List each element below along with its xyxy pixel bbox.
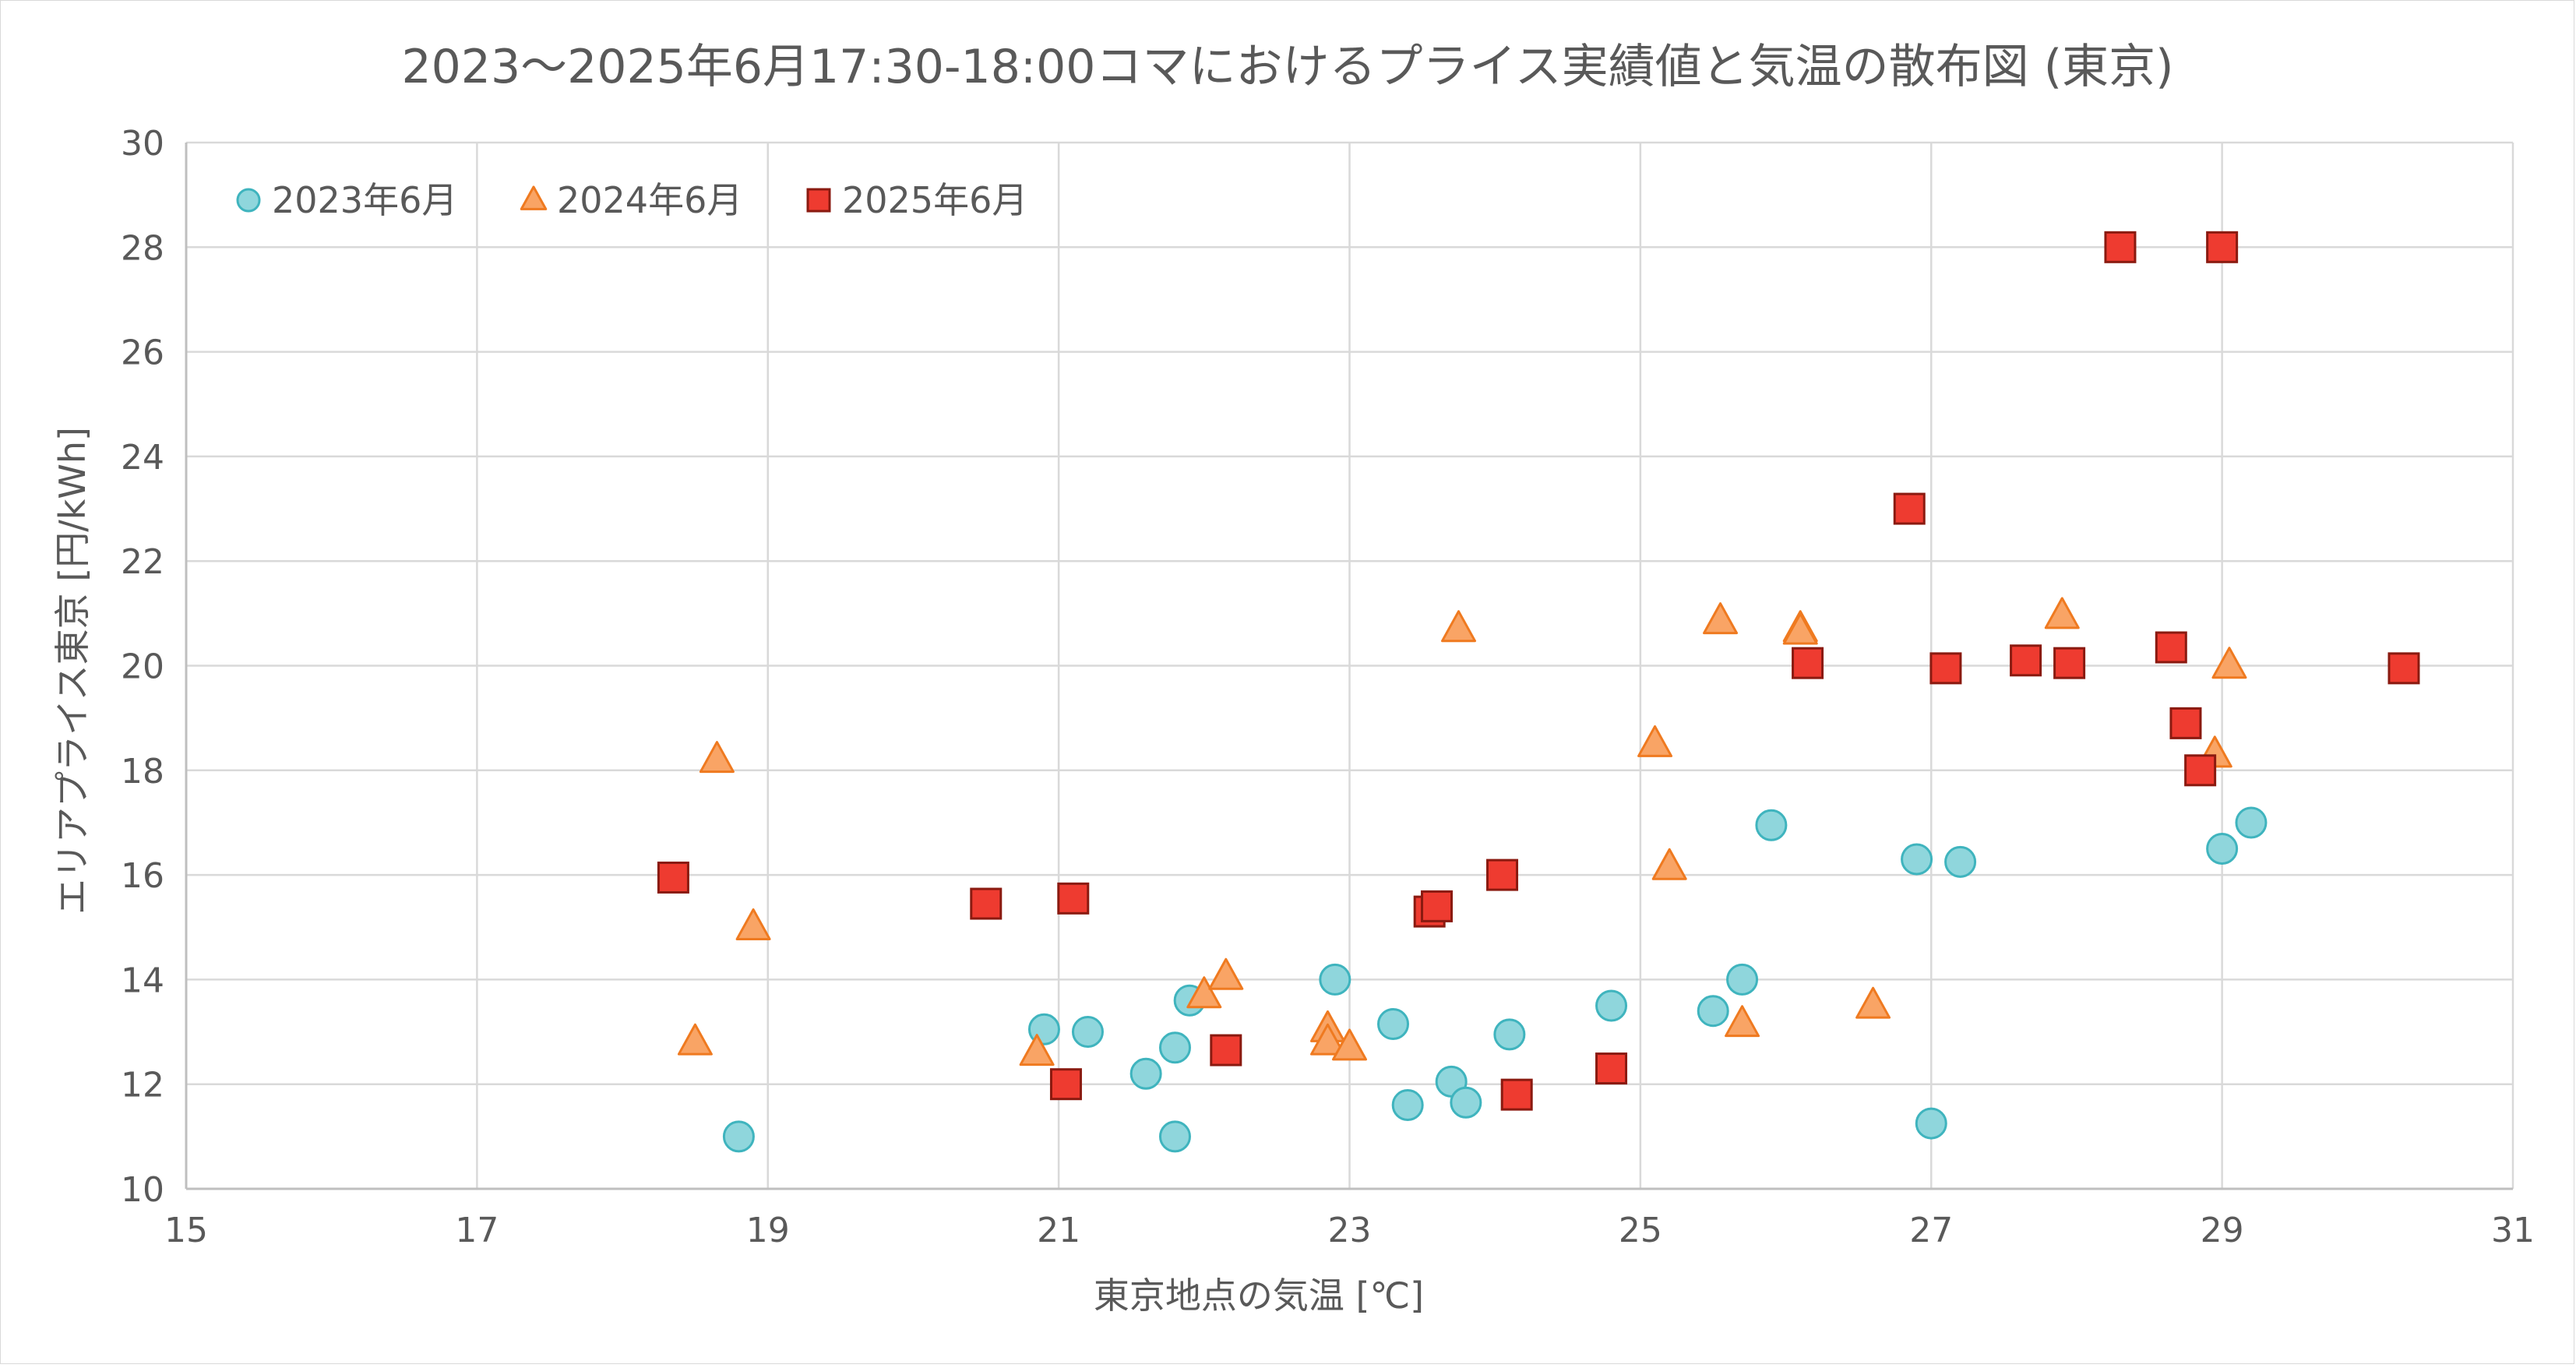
- y-tick-label: 12: [121, 1066, 164, 1105]
- data-point-triangle: [1019, 1034, 1055, 1067]
- chart-title: 2023～2025年6月17:30-18:00コマにおけるプライス実績値と気温の…: [401, 40, 2173, 94]
- data-point-square: [2155, 631, 2187, 664]
- data-point-circle: [1595, 989, 1628, 1022]
- gridlines: [186, 141, 2514, 1189]
- x-tick-label: 21: [1037, 1211, 1080, 1250]
- y-tick-label: 10: [121, 1170, 164, 1210]
- data-point-triangle: [1309, 1023, 1345, 1056]
- legend: 2023年6月 2024年6月 2025年6月: [236, 179, 1027, 221]
- data-point-square: [2169, 707, 2202, 739]
- data-point-square: [1210, 1034, 1242, 1067]
- data-point-circle: [1915, 1107, 1947, 1140]
- data-point-square: [2206, 231, 2239, 263]
- data-point-square: [970, 887, 1003, 920]
- data-point-triangle: [699, 741, 735, 774]
- data-point-triangle: [1332, 1028, 1367, 1061]
- data-point-square: [2053, 647, 2086, 679]
- data-point-circle: [1319, 963, 1351, 996]
- data-point-circle: [2235, 806, 2268, 839]
- data-point-circle: [1493, 1018, 1526, 1051]
- data-point-triangle: [2211, 647, 2247, 679]
- x-tick-label: 29: [2201, 1211, 2244, 1250]
- data-points: [657, 231, 2420, 1153]
- data-point-triangle: [1855, 986, 1891, 1019]
- legend-label: 2024年6月: [557, 179, 742, 221]
- data-point-triangle: [1782, 612, 1818, 645]
- data-point-circle: [1158, 1120, 1191, 1153]
- data-point-square: [1893, 492, 1926, 525]
- data-point-square: [1057, 882, 1090, 915]
- data-point-triangle: [1441, 610, 1477, 643]
- axes: [185, 143, 2513, 1190]
- x-axis-title: 東京地点の気温 [℃]: [1094, 1275, 1424, 1317]
- data-point-triangle: [735, 908, 771, 940]
- data-point-triangle: [2044, 597, 2080, 629]
- series-3: [657, 231, 2420, 1111]
- y-tick-label: 26: [121, 333, 164, 373]
- data-point-square: [1049, 1068, 1082, 1101]
- data-point-circle: [1377, 1007, 1410, 1040]
- data-point-triangle: [1186, 976, 1222, 1009]
- data-point-circle: [1450, 1086, 1482, 1119]
- data-point-square: [1421, 890, 1454, 922]
- x-tick-label: 15: [164, 1211, 208, 1250]
- y-tick-label: 20: [121, 647, 164, 687]
- x-tick-label: 25: [1619, 1211, 1662, 1250]
- x-tick-label: 23: [1328, 1211, 1372, 1250]
- data-point-triangle: [1725, 1005, 1760, 1038]
- data-point-square: [1792, 647, 1824, 679]
- legend-label: 2023年6月: [272, 179, 457, 221]
- x-tick-labels: 15 17 19 21 23 25 27 29 31: [164, 1211, 2535, 1250]
- data-point-circle: [2206, 833, 2239, 866]
- data-point-triangle: [1703, 602, 1739, 635]
- data-point-circle: [1697, 995, 1729, 1028]
- data-point-circle: [1944, 845, 1977, 878]
- data-point-square: [2387, 652, 2420, 685]
- data-point-triangle: [1637, 725, 1673, 757]
- y-tick-label: 30: [121, 124, 164, 164]
- data-point-square: [1929, 652, 1962, 685]
- legend-marker-circle: [236, 188, 261, 213]
- y-tick-label: 24: [121, 438, 164, 478]
- y-axis-title: エリアプライス東京 [円/kWh]: [51, 427, 93, 915]
- data-point-square: [1486, 859, 1519, 891]
- legend-item-3: 2025年6月: [806, 179, 1027, 221]
- x-tick-label: 19: [746, 1211, 790, 1250]
- legend-item-2: 2024年6月: [520, 179, 742, 221]
- y-tick-label: 16: [121, 856, 164, 896]
- y-tick-label: 14: [121, 961, 164, 1000]
- data-point-square: [2010, 644, 2042, 677]
- data-point-circle: [1755, 809, 1788, 841]
- data-point-circle: [1158, 1031, 1191, 1064]
- data-point-circle: [1129, 1057, 1162, 1090]
- legend-item-1: 2023年6月: [236, 179, 457, 221]
- data-point-circle: [722, 1120, 755, 1153]
- legend-label: 2025年6月: [842, 179, 1027, 221]
- x-tick-label: 17: [455, 1211, 499, 1250]
- x-tick-label: 31: [2491, 1211, 2535, 1250]
- y-tick-label: 22: [121, 542, 164, 582]
- y-tick-label: 28: [121, 228, 164, 268]
- legend-marker-triangle: [520, 185, 548, 210]
- data-point-square: [2184, 754, 2217, 787]
- data-point-circle: [1071, 1016, 1104, 1049]
- data-point-circle: [1726, 963, 1759, 996]
- y-tick-label: 18: [121, 752, 164, 792]
- y-tick-labels: 10 12 14 16 18 20 22 24 26 28 30: [121, 124, 164, 1210]
- data-point-square: [657, 861, 689, 894]
- data-point-square: [2104, 231, 2137, 263]
- data-point-circle: [1901, 843, 1933, 876]
- data-point-square: [1500, 1078, 1533, 1111]
- data-point-square: [1595, 1052, 1628, 1085]
- legend-marker-square: [806, 188, 831, 213]
- x-tick-label: 27: [1909, 1211, 1953, 1250]
- data-point-triangle: [677, 1023, 713, 1056]
- data-point-circle: [1391, 1089, 1424, 1122]
- data-point-triangle: [1208, 957, 1244, 990]
- data-point-triangle: [1651, 848, 1687, 880]
